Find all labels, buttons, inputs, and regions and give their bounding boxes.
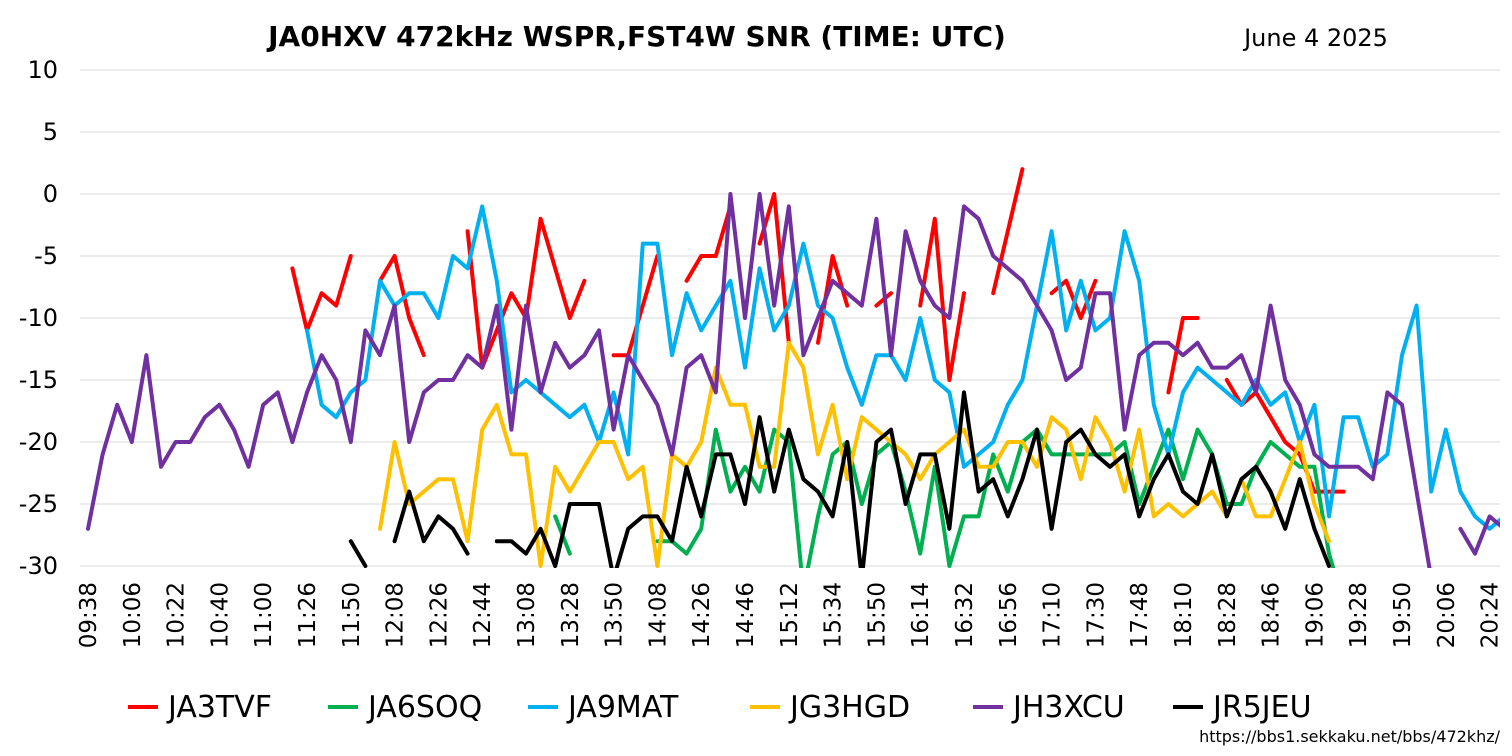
x-tick-label: 10:22 bbox=[164, 582, 190, 648]
x-tick-label: 15:12 bbox=[777, 582, 803, 648]
legend: JA3TVF JA6SOQ JA9MAT JG3HGD JH3XCU JR5JEU bbox=[128, 690, 1312, 725]
y-tick-label: -5 bbox=[34, 242, 58, 270]
x-tick-label: 18:10 bbox=[1171, 582, 1197, 648]
series-lines bbox=[86, 167, 1500, 568]
x-tick-label: 17:10 bbox=[1040, 582, 1066, 648]
x-tick-label: 09:38 bbox=[76, 582, 102, 648]
x-axis-ticks: 09:38 10:06 10:22 10:40 11:00 11:26 11:50 12:08… bbox=[76, 582, 1504, 648]
x-tick-label: 20:06 bbox=[1434, 582, 1460, 648]
x-tick-label: 19:06 bbox=[1302, 582, 1328, 648]
x-tick-label: 18:46 bbox=[1259, 582, 1285, 648]
x-tick-label: 20:24 bbox=[1478, 582, 1504, 648]
x-tick-label: 12:26 bbox=[426, 582, 452, 648]
x-tick-label: 10:06 bbox=[120, 582, 146, 648]
chart-title: JA0HXV 472kHz WSPR,FST4W SNR (TIME: UTC) bbox=[266, 20, 1006, 53]
y-tick-label: -15 bbox=[19, 366, 58, 394]
x-tick-label: 17:30 bbox=[1083, 582, 1109, 648]
series-line-ja9mat bbox=[305, 204, 1500, 531]
y-tick-label: -10 bbox=[19, 304, 58, 332]
x-tick-label: 15:50 bbox=[864, 582, 890, 648]
x-tick-label: 14:08 bbox=[645, 582, 671, 648]
legend-label: JG3HGD bbox=[788, 690, 910, 725]
x-tick-label: 16:56 bbox=[996, 582, 1022, 648]
x-tick-label: 13:08 bbox=[514, 582, 540, 648]
y-tick-label: 10 bbox=[27, 56, 58, 84]
x-tick-label: 19:28 bbox=[1346, 582, 1372, 648]
series-line-jh3xcu bbox=[86, 192, 1500, 568]
x-tick-label: 12:44 bbox=[470, 582, 496, 648]
series-line-jg3hgd bbox=[378, 340, 1331, 568]
y-tick-label: 5 bbox=[43, 118, 58, 146]
y-tick-label: -20 bbox=[19, 428, 58, 456]
x-tick-label: 15:34 bbox=[821, 582, 847, 648]
source-url: https://bbs1.sekkaku.net/bbs/472khz/ bbox=[1199, 727, 1501, 746]
y-tick-label: 0 bbox=[43, 180, 58, 208]
y-tick-label: -30 bbox=[19, 552, 58, 580]
x-tick-label: 16:14 bbox=[908, 582, 934, 648]
x-tick-label: 12:08 bbox=[383, 582, 409, 648]
x-tick-label: 16:32 bbox=[952, 582, 978, 648]
legend-label: JA9MAT bbox=[566, 690, 679, 725]
x-tick-label: 18:28 bbox=[1215, 582, 1241, 648]
x-tick-label: 17:48 bbox=[1127, 582, 1153, 648]
chart-date: June 4 2025 bbox=[1242, 24, 1388, 52]
legend-label: JH3XCU bbox=[1011, 690, 1125, 725]
legend-label: JR5JEU bbox=[1211, 690, 1312, 725]
x-tick-label: 13:28 bbox=[558, 582, 584, 648]
x-tick-label: 13:50 bbox=[602, 582, 628, 648]
y-axis-ticks: 10 5 0 -5 -10 -15 -20 -25 -30 bbox=[19, 56, 58, 580]
x-tick-label: 10:40 bbox=[207, 582, 233, 648]
legend-label: JA3TVF bbox=[166, 690, 272, 725]
x-tick-label: 11:00 bbox=[251, 582, 277, 648]
x-tick-label: 19:50 bbox=[1390, 582, 1416, 648]
gridlines bbox=[80, 69, 1500, 567]
y-tick-label: -25 bbox=[19, 490, 58, 518]
x-tick-label: 11:50 bbox=[339, 582, 365, 648]
legend-label: JA6SOQ bbox=[366, 690, 482, 725]
x-tick-label: 14:46 bbox=[733, 582, 759, 648]
x-tick-label: 14:26 bbox=[689, 582, 715, 648]
x-tick-label: 11:26 bbox=[295, 582, 321, 648]
series-line-jr5jeu bbox=[348, 390, 1331, 568]
